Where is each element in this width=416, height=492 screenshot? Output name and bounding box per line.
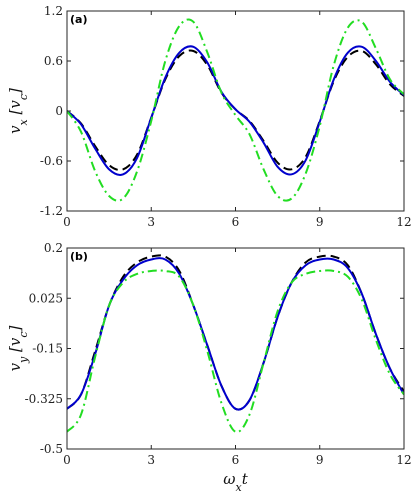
- panel-a: 0 3 6 9 12 -1.2 -0.6 0 0.6 1.2 (a) vx [vc]: [6, 4, 412, 229]
- x-tick-label: 12: [396, 215, 411, 229]
- series-line-2: [67, 45, 404, 176]
- x-axis-label: ωxt: [223, 470, 248, 492]
- x-tick-label: 3: [147, 453, 155, 467]
- panel-b: 0 3 6 9 12 -0.5 -0.325 -0.15 0.025 0.2 (b) vy [vc] ω…: [6, 241, 412, 492]
- x-tick-label: 12: [396, 453, 411, 467]
- y-tick-label: -0.325: [25, 392, 63, 406]
- y-tick-label: -1.2: [40, 204, 63, 218]
- x-tick-label: 6: [232, 215, 240, 229]
- y-tick-label: 0.6: [44, 54, 63, 68]
- x-tick-label: 0: [63, 453, 71, 467]
- y-tick-label: 0.025: [29, 291, 63, 305]
- y-tick-label: 0: [55, 104, 63, 118]
- x-tick-label: 3: [147, 215, 155, 229]
- y-tick-label: -0.5: [40, 442, 63, 456]
- y-axis-label: vy [vc]: [6, 325, 30, 371]
- y-tick-label: 1.2: [44, 4, 63, 18]
- y-tick-label: -0.6: [40, 154, 63, 168]
- series-line-2: [67, 257, 404, 411]
- x-tick-label: 6: [232, 453, 240, 467]
- y-axis-label: vx [vc]: [6, 88, 30, 134]
- series-line-3: [67, 269, 404, 434]
- x-tick-label: 0: [63, 215, 71, 229]
- x-tick-label: 9: [316, 453, 324, 467]
- panel-label: (a): [70, 13, 87, 26]
- y-tick-label: -0.15: [32, 342, 63, 356]
- panel-label: (b): [70, 250, 88, 263]
- x-tick-label: 9: [316, 215, 324, 229]
- plot-frame: [66, 10, 405, 212]
- y-tick-label: 0.2: [44, 241, 63, 255]
